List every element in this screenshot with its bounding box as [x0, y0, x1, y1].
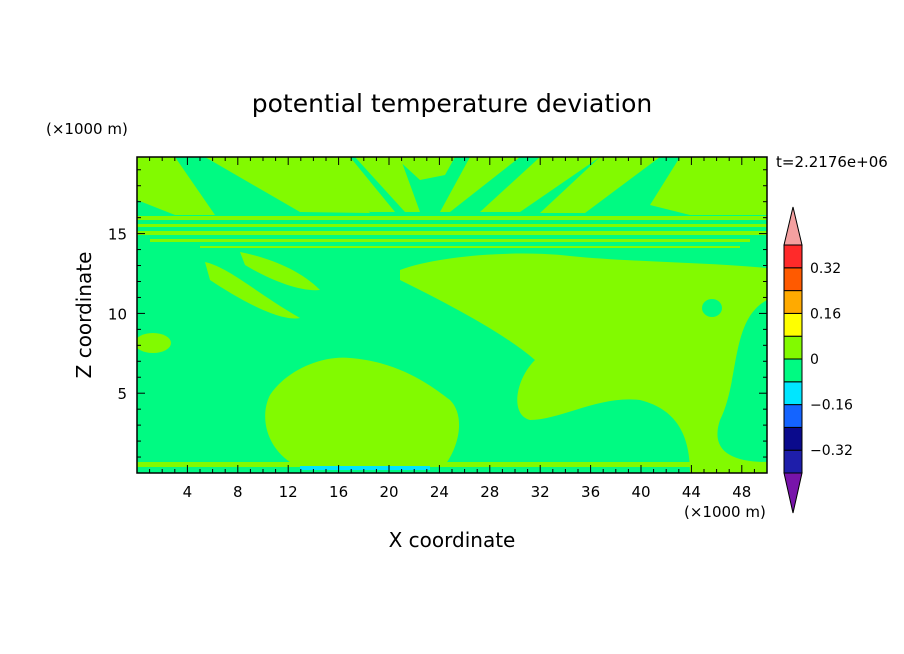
y-unit-label: (×1000 m) [46, 120, 128, 138]
field-patch [400, 253, 767, 473]
y-tick-label: 10 [108, 305, 127, 323]
x-unit-label: (×1000 m) [684, 503, 766, 521]
x-tick-label: 40 [631, 483, 650, 501]
tick-marks [137, 157, 767, 473]
field-patch [702, 299, 722, 317]
colorbar [783, 206, 803, 514]
chart-title: potential temperature deviation [252, 89, 652, 118]
colorbar-tick-label: 0.32 [810, 261, 841, 277]
x-tick-label: 20 [379, 483, 398, 501]
field-band [150, 239, 750, 242]
field-patch [290, 157, 395, 212]
field-patch [540, 157, 660, 213]
colorbar-tick-label: −0.32 [810, 443, 853, 459]
y-tick-labels: 5 10 15 [108, 226, 127, 404]
colorbar-segment [783, 244, 803, 269]
x-tick-label: 12 [279, 483, 298, 501]
field-patch [240, 252, 320, 291]
x-tick-label: 32 [531, 483, 550, 501]
field-patch [355, 157, 420, 212]
colorbar-tick-labels: 0.32 0.16 0 −0.16 −0.32 [810, 261, 853, 459]
colorbar-over-triangle [783, 206, 803, 246]
field-patch [137, 333, 171, 353]
colorbar-tick-label: 0 [810, 352, 819, 368]
colorbar-segment [783, 267, 803, 292]
field-patch [137, 157, 215, 215]
field-patch [265, 357, 460, 469]
x-tick-label: 44 [682, 483, 701, 501]
y-tick-label: 15 [108, 226, 127, 244]
heatmap-field [137, 157, 767, 473]
x-axis-label: X coordinate [389, 528, 516, 552]
colorbar-tick-label: −0.16 [810, 398, 853, 414]
colorbar-under-triangle [783, 472, 803, 514]
time-label: t=2.2176e+06 [776, 153, 888, 171]
colorbar-segment [783, 335, 803, 360]
field-band [137, 224, 767, 227]
field-band [200, 246, 740, 248]
colorbar-segment [783, 404, 803, 428]
colorbar-segment [783, 290, 803, 314]
colorbar-segment [783, 358, 803, 383]
x-tick-label: 24 [430, 483, 449, 501]
x-tick-label: 48 [732, 483, 751, 501]
field-band [137, 462, 767, 467]
y-tick-label: 5 [117, 385, 127, 403]
y-axis-label: Z coordinate [72, 252, 96, 379]
field-patch [395, 157, 455, 180]
field-patch [650, 157, 767, 215]
colorbar-segment [783, 381, 803, 406]
x-tick-label: 8 [233, 483, 243, 501]
colorbar-tick-label: 0.16 [810, 306, 841, 322]
field-band [137, 231, 767, 235]
colorbar-segment [783, 426, 803, 451]
field-band [300, 466, 430, 470]
colorbar-segment [783, 449, 803, 474]
x-tick-label: 4 [183, 483, 193, 501]
colorbar-segment [783, 312, 803, 337]
field-patch [440, 157, 520, 212]
x-tick-labels: 4 8 12 16 20 24 28 32 36 40 44 48 [183, 483, 752, 501]
field-patch [480, 157, 600, 212]
field-patch [205, 262, 300, 319]
field-band [137, 216, 767, 220]
x-tick-label: 36 [581, 483, 600, 501]
x-tick-label: 16 [329, 483, 348, 501]
x-tick-label: 28 [480, 483, 499, 501]
